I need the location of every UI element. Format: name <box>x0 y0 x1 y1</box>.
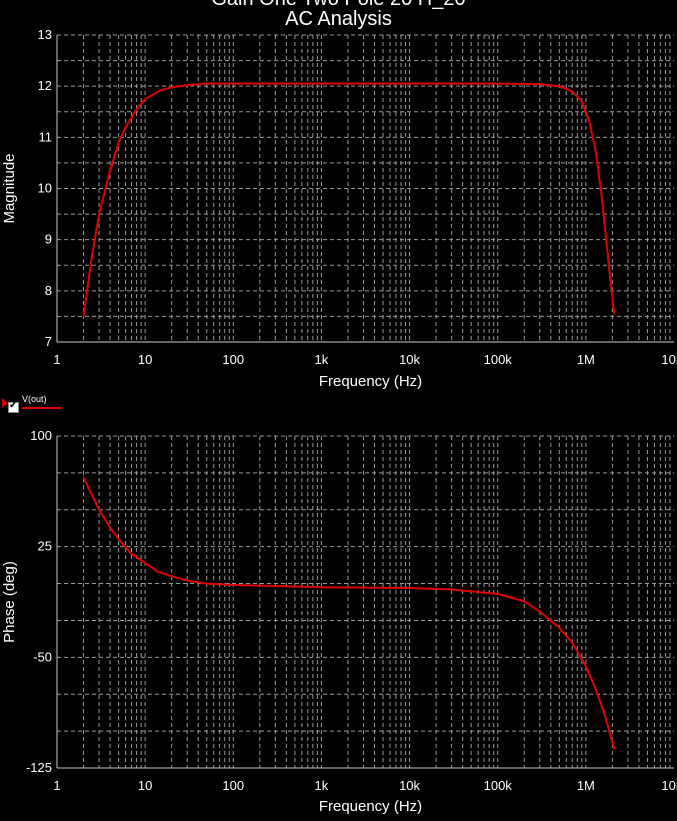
legend-label: V(out) <box>22 394 47 404</box>
phase-data-point <box>109 526 111 529</box>
magnitude-data-point <box>91 254 93 256</box>
phase-xtick-label: 1M <box>577 778 595 793</box>
phase-data-point <box>571 641 574 644</box>
phase-data-point <box>603 711 605 713</box>
magnitude-xtick-label: 1k <box>315 352 329 367</box>
phase-data-point <box>523 600 526 603</box>
magnitude-data-point <box>600 192 603 195</box>
magnitude-ytick-label: 13 <box>38 27 52 42</box>
phase-data-point <box>558 627 561 629</box>
phase-series-line <box>82 476 616 750</box>
magnitude-xtick-label: 100 <box>222 352 244 367</box>
magnitude-data-point <box>538 83 541 85</box>
magnitude-xtick-label: 10M <box>661 352 677 367</box>
phase-data-point <box>144 562 146 564</box>
chart-supertitle: Gain One Two Pole 20 H_20 <box>0 0 677 11</box>
magnitude-data-point <box>320 82 323 85</box>
phase-data-point <box>613 748 616 750</box>
magnitude-data-point <box>613 313 616 315</box>
magnitude-ylabel: Magnitude <box>1 153 18 223</box>
phase-xtick-label: 1k <box>315 778 329 793</box>
chart-title: AC Analysis <box>285 8 392 30</box>
magnitude-series-line <box>82 82 616 317</box>
magnitude-data-point <box>82 315 85 318</box>
magnitude-data-point <box>109 169 111 172</box>
phase-data-point <box>585 665 587 667</box>
phase-data-point <box>170 575 173 577</box>
legend-line-swatch <box>22 407 62 409</box>
magnitude-data-point <box>558 85 561 87</box>
phase-data-point <box>232 584 235 586</box>
phase-data-point <box>82 476 85 479</box>
phase-xtick-label: 10 <box>138 778 152 793</box>
phase-data-point <box>408 587 411 589</box>
phase-ytick-label: -125 <box>26 760 52 775</box>
magnitude-ytick-label: 12 <box>38 78 52 93</box>
phase-ytick-label: -50 <box>33 649 52 664</box>
magnitude-ytick-label: 7 <box>45 334 52 349</box>
magnitude-data-point <box>605 238 607 241</box>
phase-data-point <box>186 579 188 582</box>
magnitude-xtick-label: 1M <box>577 352 595 367</box>
magnitude-data-point <box>144 98 146 100</box>
phase-xtick-label: 10M <box>661 778 677 793</box>
phase-ytick-label: 25 <box>38 539 52 554</box>
legend-checkbox[interactable] <box>8 400 19 413</box>
phase-data-point <box>320 586 323 589</box>
magnitude-data-point <box>135 108 138 110</box>
magnitude-ytick-label: 9 <box>45 232 52 247</box>
magnitude-data-point <box>205 82 208 85</box>
phase-xtick-label: 100k <box>484 778 513 793</box>
magnitude-data-point <box>170 86 173 88</box>
phase-xtick-label: 100 <box>222 778 244 793</box>
magnitude-data-point <box>124 126 127 128</box>
phase-data-point <box>98 508 100 511</box>
magnitude-data-point <box>588 121 591 123</box>
phase-data-point <box>117 538 120 541</box>
magnitude-data-point <box>232 82 235 85</box>
phase-data-point <box>130 553 133 555</box>
magnitude-data-point <box>595 151 597 154</box>
magnitude-ytick-label: 8 <box>45 283 52 298</box>
phase-xlabel: Frequency (Hz) <box>319 798 422 815</box>
magnitude-data-point <box>159 89 162 92</box>
magnitude-xtick-label: 10k <box>399 352 420 367</box>
magnitude-data-point <box>581 100 583 103</box>
magnitude-data-point <box>496 82 499 85</box>
magnitude-data-point <box>117 141 120 144</box>
magnitude-data-point <box>609 279 612 282</box>
magnitude-ytick-label: 10 <box>38 181 52 196</box>
phase-data-point <box>205 582 208 585</box>
magnitude-xtick-label: 1 <box>53 352 60 367</box>
phase-data-point <box>595 688 597 691</box>
magnitude-xtick-label: 100k <box>484 352 513 367</box>
magnitude-data-point <box>408 82 411 85</box>
legend-marker-icon <box>2 398 8 408</box>
magnitude-data-point <box>98 213 100 215</box>
magnitude-data-point <box>571 90 574 93</box>
phase-xtick-label: 1 <box>53 778 60 793</box>
phase-data-point <box>157 570 159 573</box>
magnitude-ytick-label: 11 <box>39 129 53 144</box>
phase-ytick-label: 100 <box>30 428 52 443</box>
magnitude-xlabel: Frequency (Hz) <box>319 373 422 390</box>
magnitude-data-point <box>186 84 188 86</box>
magnitude-xtick-label: 10 <box>138 352 152 367</box>
phase-ylabel: Phase (deg) <box>1 561 18 643</box>
phase-data-point <box>450 588 453 591</box>
phase-xtick-label: 10k <box>399 778 420 793</box>
phase-data-point <box>496 593 499 595</box>
phase-data-point <box>538 610 541 613</box>
